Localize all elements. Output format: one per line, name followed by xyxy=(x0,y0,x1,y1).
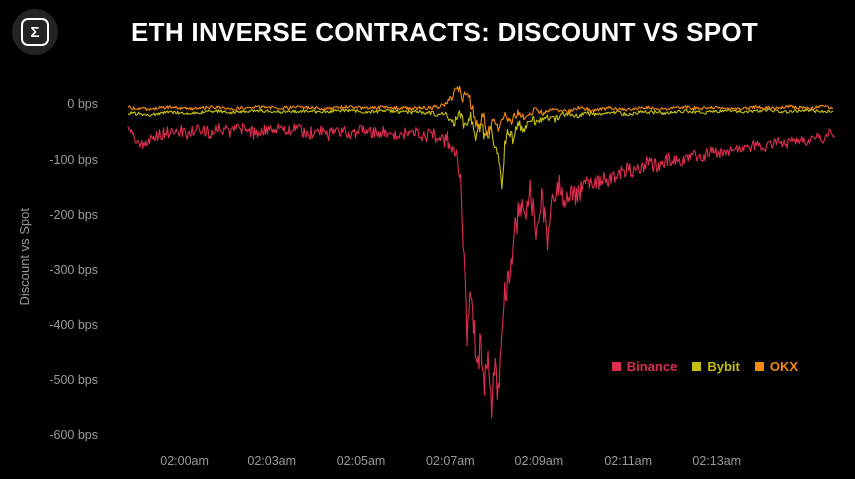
legend-item-okx: OKX xyxy=(754,359,798,374)
y-tick-label: -300 bps xyxy=(49,262,98,277)
x-tick-label: 02:05am xyxy=(336,454,386,468)
legend-label: OKX xyxy=(769,359,798,374)
y-tick-label: -600 bps xyxy=(49,428,98,443)
y-tick-label: -500 bps xyxy=(49,373,98,388)
x-tick-label: 02:11am xyxy=(604,454,653,468)
y-tick-label: -200 bps xyxy=(49,207,98,222)
legend-item-bybit: Bybit xyxy=(692,359,740,374)
chart-title: ETH INVERSE CONTRACTS: DISCOUNT VS SPOT xyxy=(131,17,759,47)
y-tick-label: -100 bps xyxy=(49,152,98,167)
y-tick-label: -400 bps xyxy=(49,318,98,333)
x-tick-label: 02:03am xyxy=(247,454,297,468)
legend-swatch-icon xyxy=(611,362,621,371)
x-tick-label: 02:09am xyxy=(514,454,564,468)
x-tick-label: 02:00am xyxy=(160,454,209,468)
legend-swatch-icon xyxy=(754,362,764,371)
x-tick-label: 02:07am xyxy=(425,454,475,468)
legend-item-binance: Binance xyxy=(611,359,678,374)
chart-legend: Binance Bybit OKX xyxy=(611,359,798,374)
brand-logo: Σ xyxy=(12,9,58,55)
sigma-logo-icon: Σ xyxy=(21,18,49,46)
x-tick-label: 02:13am xyxy=(692,454,742,468)
legend-swatch-icon xyxy=(692,362,702,371)
legend-label: Binance xyxy=(626,359,678,374)
y-tick-label: 0 bps xyxy=(67,97,98,112)
legend-label: Bybit xyxy=(707,359,740,374)
